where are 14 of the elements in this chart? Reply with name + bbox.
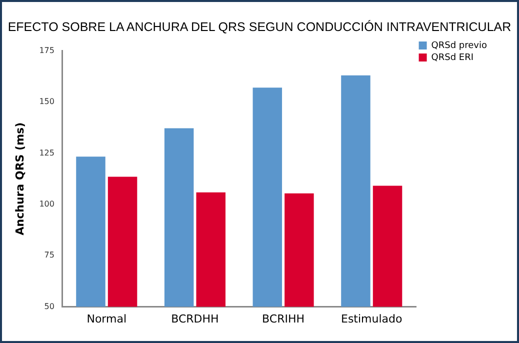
legend-label: QRSd previo xyxy=(431,40,488,51)
chart-title: EFECTO SOBRE LA ANCHURA DEL QRS SEGUN CONDUCCIÓN INTRAVENTRICULAR xyxy=(6,20,512,34)
x-tick-label: BCRDHH xyxy=(171,312,219,326)
y-tick-label: 75 xyxy=(44,250,54,260)
y-tick-label: 175 xyxy=(39,46,54,55)
x-tick-label: Normal xyxy=(86,312,127,326)
x-tick-label: BCRIHH xyxy=(262,312,305,326)
y-tick-label: 100 xyxy=(39,199,54,208)
legend-label: QRSd ERI xyxy=(431,52,474,63)
x-tick-label: Estimulado xyxy=(341,312,403,326)
y-axis-title: Anchura QRS (ms) xyxy=(13,122,26,236)
y-tick-label: 125 xyxy=(39,148,54,158)
y-tick-label: 50 xyxy=(44,302,54,311)
y-tick-label: 150 xyxy=(39,97,54,106)
